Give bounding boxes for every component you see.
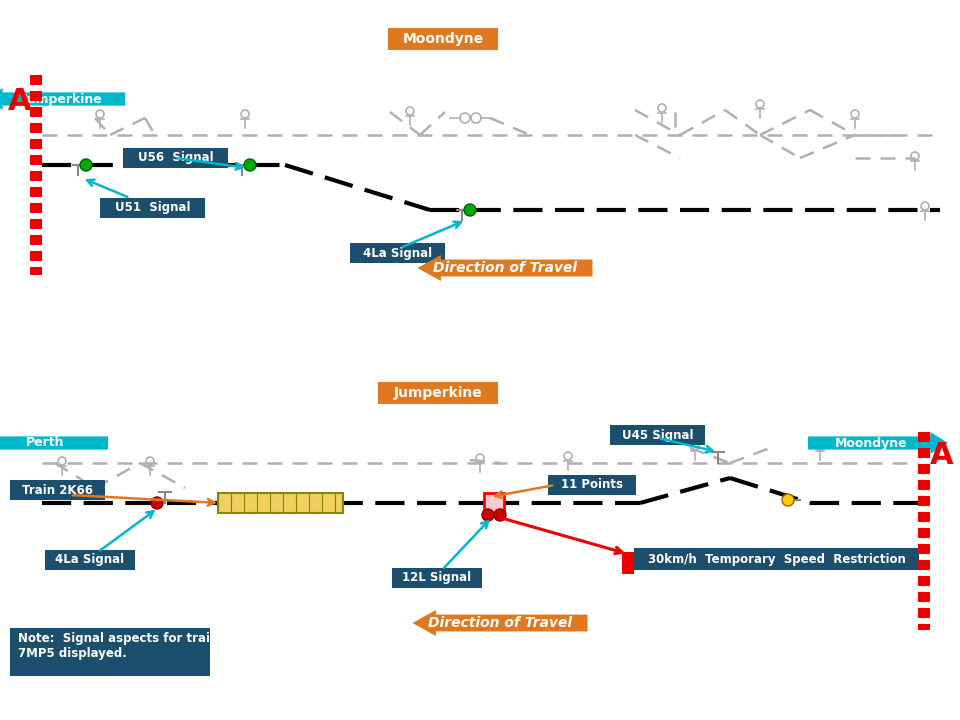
Bar — [30, 139, 42, 149]
Bar — [30, 75, 42, 85]
Bar — [30, 91, 42, 101]
Bar — [30, 251, 42, 261]
Circle shape — [782, 494, 794, 506]
FancyArrow shape — [418, 255, 592, 281]
Text: U51  Signal: U51 Signal — [115, 202, 190, 215]
Bar — [484, 493, 504, 513]
Text: Direction of Travel: Direction of Travel — [433, 261, 577, 275]
Text: 30km/h  Temporary  Speed  Restriction: 30km/h Temporary Speed Restriction — [648, 552, 905, 565]
Bar — [30, 187, 42, 197]
Bar — [918, 512, 930, 522]
FancyArrow shape — [0, 432, 108, 454]
Bar — [918, 432, 930, 442]
FancyArrow shape — [808, 432, 948, 454]
Bar — [10, 628, 210, 676]
Circle shape — [244, 159, 256, 171]
Bar — [918, 496, 930, 506]
Circle shape — [80, 159, 92, 171]
Text: 4La Signal: 4La Signal — [56, 554, 125, 567]
FancyArrow shape — [413, 610, 588, 636]
Bar — [610, 425, 705, 445]
Bar — [30, 235, 42, 245]
Bar — [388, 28, 498, 50]
Bar — [918, 608, 930, 618]
Text: Jumperkine: Jumperkine — [22, 92, 102, 106]
Bar — [218, 493, 343, 513]
Bar — [918, 560, 930, 570]
Text: 11 Points: 11 Points — [561, 479, 623, 492]
Text: A: A — [930, 441, 954, 469]
Text: Moondyne: Moondyne — [402, 32, 484, 46]
Bar — [10, 480, 105, 500]
Bar — [918, 528, 930, 538]
Circle shape — [494, 509, 506, 521]
Bar — [100, 198, 205, 218]
Bar — [918, 592, 930, 602]
Bar — [622, 552, 634, 574]
Text: Train 2K66: Train 2K66 — [22, 484, 93, 497]
Text: 4La Signal: 4La Signal — [363, 246, 432, 259]
Bar — [30, 107, 42, 117]
Bar — [918, 544, 930, 554]
Text: 12L Signal: 12L Signal — [402, 572, 471, 585]
Text: Note:  Signal aspects for train
7MP5 displayed.: Note: Signal aspects for train 7MP5 disp… — [18, 632, 218, 660]
Text: Direction of Travel: Direction of Travel — [428, 616, 572, 630]
Bar — [30, 155, 42, 165]
Text: U45 Signal: U45 Signal — [622, 428, 693, 441]
Text: Perth: Perth — [26, 436, 64, 449]
Bar — [918, 464, 930, 474]
Bar — [30, 203, 42, 213]
Circle shape — [151, 497, 163, 509]
Text: A: A — [9, 88, 32, 117]
Bar — [378, 382, 498, 404]
Text: Moondyne: Moondyne — [834, 436, 907, 449]
Bar — [392, 568, 482, 588]
Bar — [30, 171, 42, 181]
Circle shape — [482, 509, 494, 521]
Bar — [45, 550, 135, 570]
Bar — [123, 148, 228, 168]
Text: U56  Signal: U56 Signal — [137, 151, 213, 164]
Bar — [918, 448, 930, 458]
Bar — [634, 548, 919, 570]
Text: Jumperkine: Jumperkine — [394, 386, 482, 400]
Bar — [918, 624, 930, 630]
Bar — [350, 243, 445, 263]
Bar — [30, 267, 42, 275]
Bar — [918, 480, 930, 490]
FancyArrow shape — [0, 88, 125, 110]
Bar — [918, 576, 930, 586]
Circle shape — [464, 204, 476, 216]
Bar — [30, 123, 42, 133]
Bar — [548, 475, 636, 495]
Bar — [30, 219, 42, 229]
